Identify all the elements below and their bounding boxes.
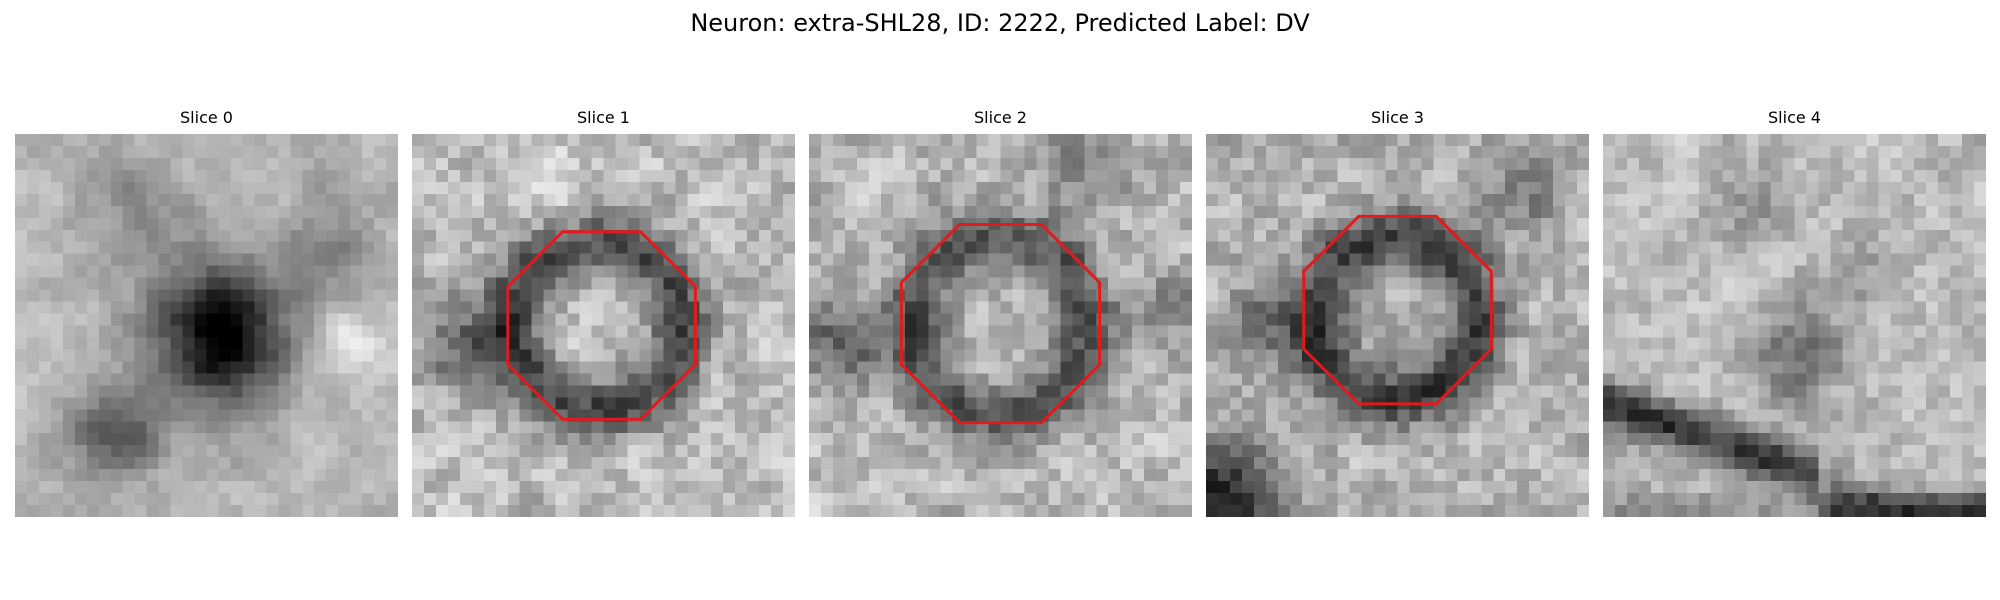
slice-title: Slice 1 (577, 108, 630, 127)
slice-image (1206, 134, 1589, 517)
roi-outline (506, 230, 697, 421)
roi-outline (899, 223, 1102, 425)
slice-image-svg (412, 134, 795, 517)
slice-image-svg (809, 134, 1192, 517)
slice-title: Slice 2 (974, 108, 1027, 127)
slice-image-svg (1206, 134, 1589, 517)
roi-outline (1302, 214, 1493, 406)
figure-title: Neuron: extra-SHL28, ID: 2222, Predicted… (690, 9, 1310, 37)
slice-image (412, 134, 795, 517)
slice-image (15, 134, 398, 517)
slice-image-svg (15, 134, 398, 517)
slice-image-svg (1603, 134, 1986, 517)
slice-title: Slice 0 (180, 108, 233, 127)
slice-title: Slice 3 (1371, 108, 1424, 127)
slice-image (1603, 134, 1986, 517)
slice-title: Slice 4 (1768, 108, 1821, 127)
slice-image (809, 134, 1192, 517)
